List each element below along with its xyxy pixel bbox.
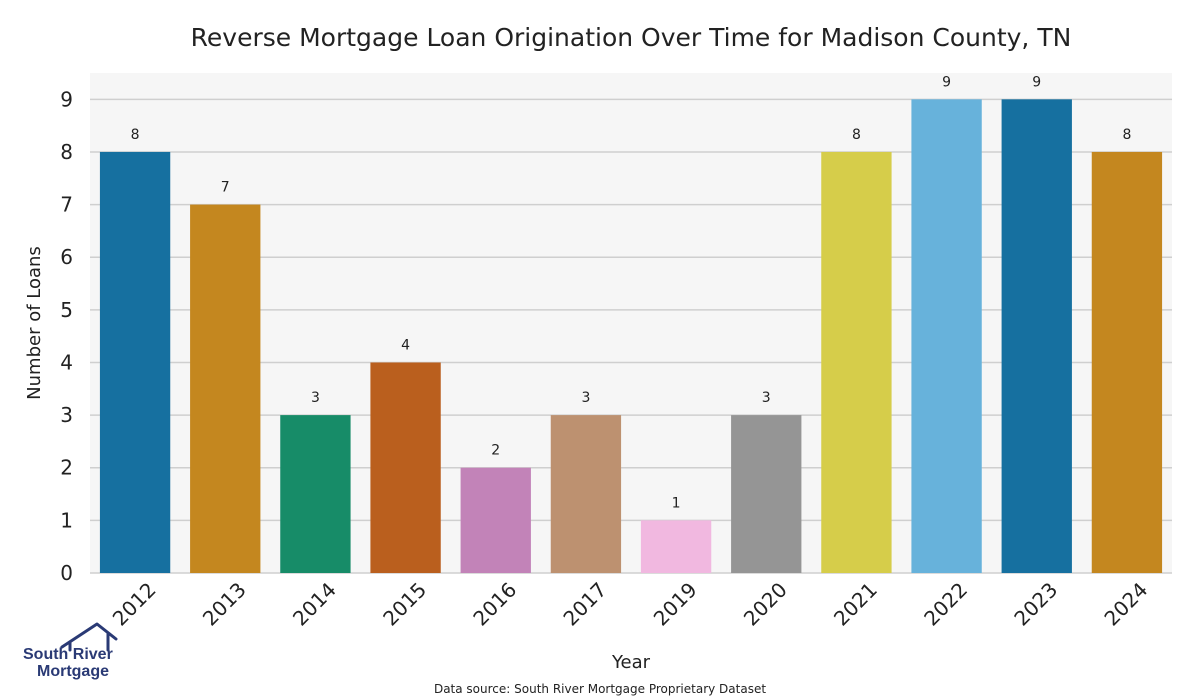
company-logo: South River Mortgage <box>23 622 118 680</box>
y-axis-ticks: 0 1 2 3 4 5 6 7 8 9 <box>60 87 73 585</box>
bar-2016 <box>460 467 531 573</box>
x-tick-label-2013: 2013 <box>198 578 251 631</box>
x-tick-label-2015: 2015 <box>378 578 431 631</box>
x-tick-label-2024: 2024 <box>1099 578 1152 631</box>
data-label-2023: 9 <box>1032 74 1041 90</box>
house-roof-icon <box>60 622 118 652</box>
bar-2014 <box>280 415 351 573</box>
chart-title: Reverse Mortgage Loan Origination Over T… <box>191 23 1072 52</box>
bar-2021 <box>821 151 892 573</box>
logo-text-line2: Mortgage <box>37 663 109 680</box>
data-label-2021: 8 <box>852 127 861 143</box>
data-label-2014: 3 <box>311 390 320 406</box>
bar-2024 <box>1091 151 1163 573</box>
bar-2020 <box>731 415 802 573</box>
data-label-2017: 3 <box>581 390 590 406</box>
y-tick-label-0: 0 <box>60 561 73 585</box>
data-label-2019: 1 <box>672 495 681 511</box>
bar-2015 <box>370 362 441 573</box>
x-tick-label-2016: 2016 <box>468 578 521 631</box>
x-tick-label-2022: 2022 <box>919 578 972 631</box>
data-label-2013: 7 <box>221 180 230 196</box>
source-note: Data source: South River Mortgage Propri… <box>434 682 766 696</box>
y-tick-label-1: 1 <box>60 508 73 532</box>
x-tick-label-2014: 2014 <box>288 578 341 631</box>
y-tick-label-7: 7 <box>60 193 73 217</box>
bar-2023 <box>1001 99 1072 573</box>
data-label-2020: 3 <box>762 390 771 406</box>
bar-2022 <box>911 99 982 573</box>
x-axis-ticks: 2012 2013 2014 2015 2016 2017 2019 2020 2021 2022… <box>108 578 1153 631</box>
y-axis-label: Number of Loans <box>24 246 45 400</box>
x-tick-label-2020: 2020 <box>739 578 792 631</box>
data-label-2015: 4 <box>401 337 410 353</box>
bar-2012 <box>99 151 171 573</box>
x-tick-label-2017: 2017 <box>558 578 611 631</box>
y-tick-label-6: 6 <box>60 245 73 269</box>
bar-2017 <box>550 415 622 573</box>
y-tick-label-8: 8 <box>60 140 73 164</box>
y-tick-label-2: 2 <box>60 456 73 480</box>
data-label-2016: 2 <box>491 443 500 459</box>
data-label-2024: 8 <box>1122 127 1131 143</box>
bars <box>99 99 1163 573</box>
y-tick-label-3: 3 <box>60 403 73 427</box>
bar-2019 <box>640 520 712 573</box>
data-label-2022: 9 <box>942 74 951 90</box>
data-labels: 8 7 3 4 2 3 1 3 8 9 9 8 <box>131 74 1132 511</box>
grid-lines <box>90 98 1172 574</box>
data-label-2012: 8 <box>131 127 140 143</box>
x-tick-label-2012: 2012 <box>108 578 161 631</box>
y-tick-label-9: 9 <box>60 87 73 111</box>
x-tick-label-2021: 2021 <box>829 578 882 631</box>
y-tick-label-4: 4 <box>60 350 73 374</box>
x-axis-label: Year <box>611 652 651 673</box>
x-tick-label-2019: 2019 <box>649 578 702 631</box>
logo-text-line1: South River <box>23 646 113 663</box>
bar-2013 <box>190 204 261 573</box>
y-tick-label-5: 5 <box>60 298 73 322</box>
x-tick-label-2023: 2023 <box>1009 578 1062 631</box>
plot-background <box>90 73 1172 573</box>
